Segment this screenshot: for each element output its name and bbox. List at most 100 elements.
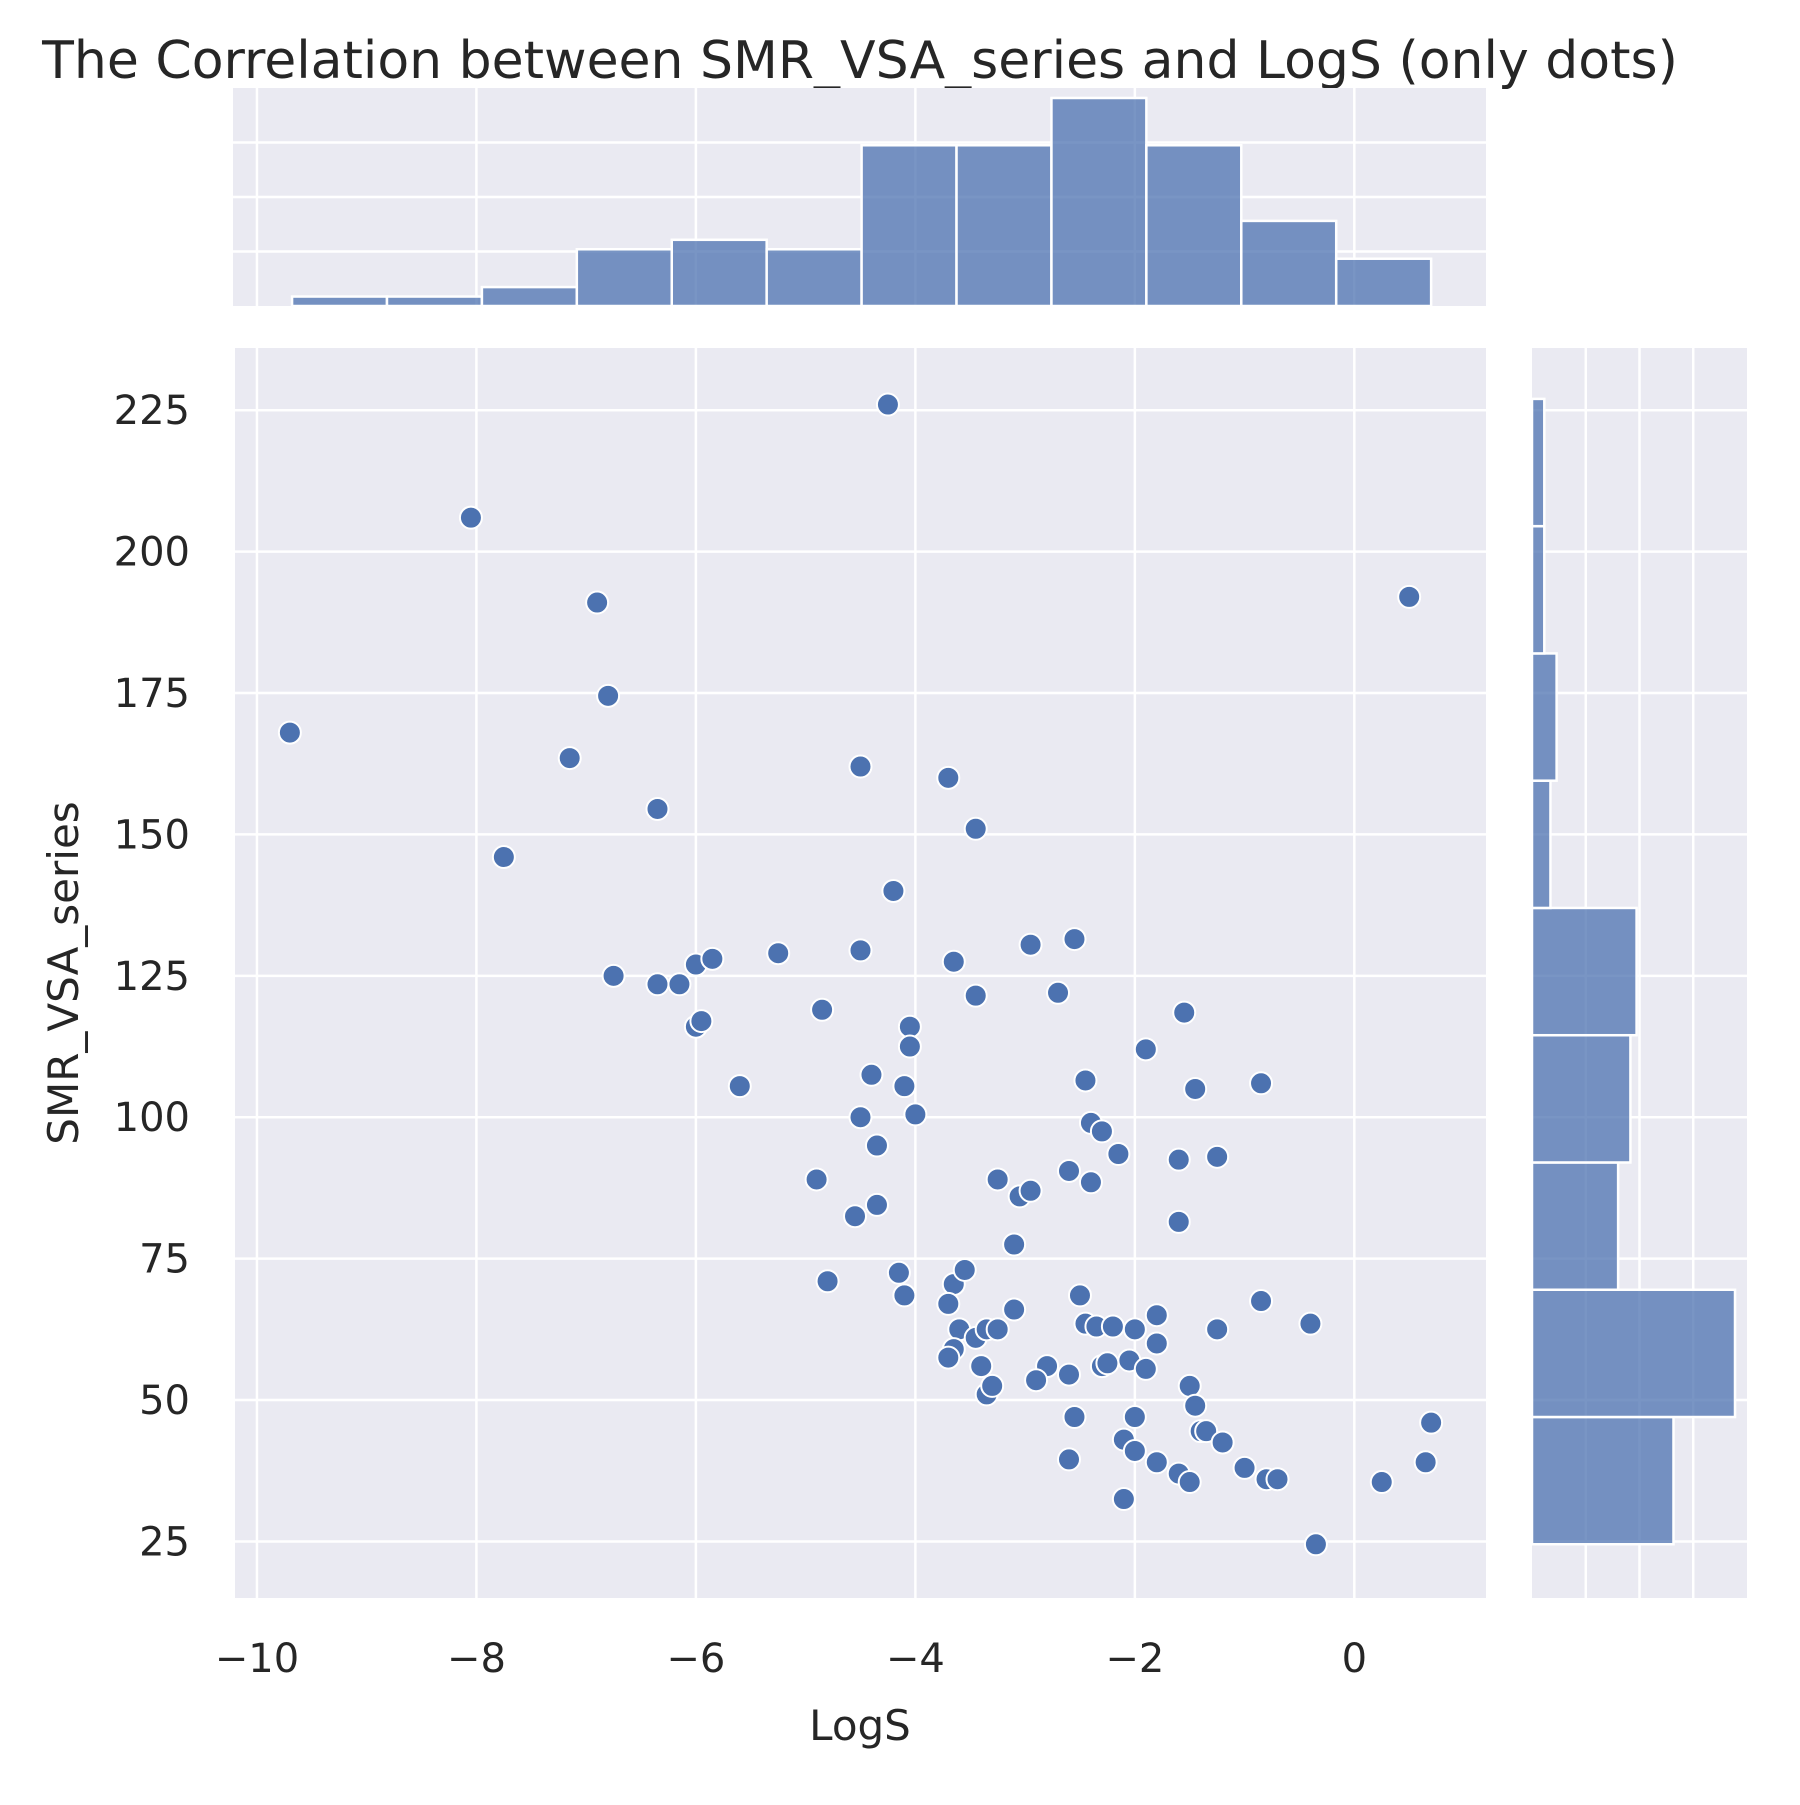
scatter-point xyxy=(1122,1317,1147,1342)
scatter-point xyxy=(864,1133,889,1158)
right-histogram-bar xyxy=(1530,1033,1632,1164)
top-histogram-bar xyxy=(480,285,579,308)
scatter-point xyxy=(1172,1000,1197,1025)
top-histogram-bar xyxy=(575,248,674,308)
scatter-point xyxy=(1018,932,1043,957)
scatter-point xyxy=(881,878,906,903)
chart-title: The Correlation between SMR_VSA_series a… xyxy=(41,31,1678,91)
scatter-point xyxy=(980,1373,1005,1398)
scatter-point xyxy=(1397,584,1422,609)
right-histogram-bar xyxy=(1530,1415,1675,1546)
x-tick-label: −4 xyxy=(886,1636,945,1682)
scatter-point xyxy=(985,1167,1010,1192)
scatter-point xyxy=(864,1192,889,1217)
scatter-point xyxy=(1210,1430,1235,1455)
scatter-point xyxy=(1106,1141,1131,1166)
scatter-point xyxy=(875,392,900,417)
right-histogram-bar xyxy=(1530,524,1546,655)
scatter-point xyxy=(585,590,610,615)
scatter-point xyxy=(458,505,483,530)
main-scatter-panel xyxy=(235,348,1486,1598)
right-histogram-bar xyxy=(1530,1288,1737,1419)
right-histogram-bar xyxy=(1530,906,1638,1037)
y-tick-label: 150 xyxy=(114,812,190,858)
scatter-point xyxy=(843,1204,868,1229)
scatter-point xyxy=(1166,1147,1191,1172)
scatter-point xyxy=(963,983,988,1008)
scatter-point xyxy=(1183,1393,1208,1418)
scatter-point xyxy=(1133,1037,1158,1062)
top-histogram-bar xyxy=(860,144,958,308)
x-tick-label: −10 xyxy=(215,1636,299,1682)
scatter-point xyxy=(1111,1487,1136,1512)
y-tick-label: 125 xyxy=(114,954,190,1000)
scatter-point xyxy=(491,845,516,870)
right-marginal-histogram xyxy=(1530,397,1737,1546)
scatter-point xyxy=(892,1074,917,1099)
right-histogram-bar xyxy=(1530,1161,1620,1291)
scatter-point xyxy=(936,1345,961,1370)
scatter-point xyxy=(277,720,302,745)
top-histogram-bar xyxy=(765,248,863,308)
y-tick-label: 75 xyxy=(139,1237,190,1283)
scatter-point xyxy=(886,1260,911,1285)
y-tick-label: 100 xyxy=(114,1095,190,1141)
scatter-point xyxy=(815,1269,840,1294)
scatter-point xyxy=(1144,1450,1169,1475)
scatter-point xyxy=(1073,1068,1098,1093)
scatter-point xyxy=(1419,1410,1444,1435)
scatter-point xyxy=(810,997,835,1022)
scatter-point xyxy=(941,949,966,974)
top-histogram-bar xyxy=(1334,257,1433,308)
scatter-point xyxy=(1067,1283,1092,1308)
x-tick-label: −6 xyxy=(666,1636,725,1682)
scatter-point xyxy=(1057,1447,1081,1472)
scatter-point xyxy=(1303,1532,1328,1557)
scatter-point xyxy=(952,1257,977,1282)
top-histogram-bar xyxy=(1050,96,1148,308)
scatter-point xyxy=(1002,1232,1027,1257)
y-tick-label: 50 xyxy=(139,1378,190,1424)
scatter-point xyxy=(892,1283,917,1308)
y-axis-ticks: 25 50 75 100 125 150 175 200 225 xyxy=(114,388,190,1565)
scatter-point xyxy=(1095,1351,1120,1376)
top-histogram-bar xyxy=(290,295,389,308)
scatter-point xyxy=(601,963,626,988)
scatter-point xyxy=(1205,1144,1230,1169)
scatter-point xyxy=(766,941,791,966)
scatter-point xyxy=(645,972,670,997)
top-histogram-bar xyxy=(1240,219,1338,308)
scatter-point xyxy=(1177,1373,1202,1398)
scatter-point xyxy=(667,972,692,997)
scatter-point xyxy=(1144,1331,1169,1356)
scatter-point xyxy=(1249,1071,1274,1096)
y-tick-label: 200 xyxy=(114,530,190,576)
top-histogram-bar xyxy=(955,144,1053,308)
scatter-point xyxy=(1002,1297,1027,1322)
scatter-point xyxy=(1177,1470,1202,1495)
scatter-point xyxy=(848,938,873,963)
scatter-point xyxy=(1122,1438,1147,1463)
scatter-point xyxy=(936,1291,961,1316)
x-tick-label: −2 xyxy=(1105,1636,1164,1682)
x-axis-label: LogS xyxy=(809,1701,911,1750)
scatter-point xyxy=(897,1014,922,1039)
scatter-point xyxy=(1018,1178,1043,1203)
scatter-point xyxy=(596,683,621,708)
scatter-point xyxy=(557,746,582,771)
scatter-point xyxy=(1232,1455,1257,1480)
scatter-point xyxy=(1057,1362,1081,1387)
scatter-point xyxy=(1078,1170,1103,1195)
scatter-point xyxy=(1166,1209,1191,1234)
scatter-point xyxy=(1122,1405,1147,1430)
scatter-point xyxy=(1089,1119,1114,1144)
top-marginal-histogram xyxy=(290,96,1433,308)
scatter-point xyxy=(1369,1470,1394,1495)
scatter-point xyxy=(1413,1450,1438,1475)
scatter-point xyxy=(700,946,725,971)
scatter-point xyxy=(1100,1314,1125,1339)
y-axis-label: SMR_VSA_series xyxy=(39,801,88,1144)
scatter-point xyxy=(985,1317,1010,1342)
